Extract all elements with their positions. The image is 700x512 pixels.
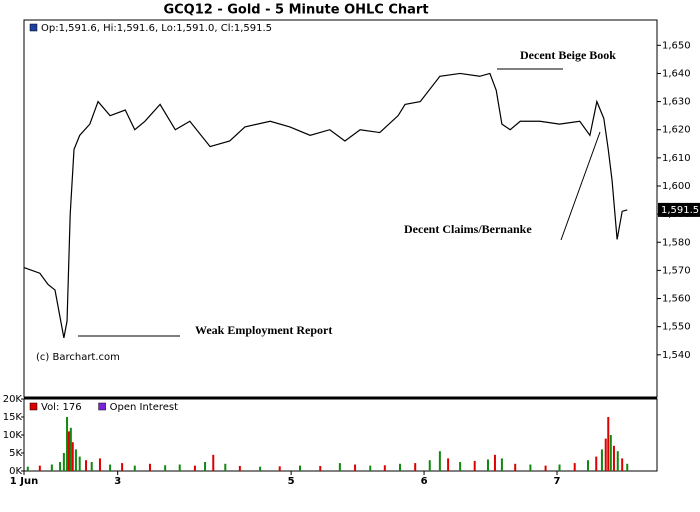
volume-bar <box>259 466 262 471</box>
volume-bar <box>85 460 88 471</box>
volume-bar <box>459 462 462 471</box>
volume-bar <box>626 463 629 471</box>
volume-bar <box>224 463 227 471</box>
volume-bar <box>98 458 101 471</box>
x-tick-label: 3 <box>114 476 121 487</box>
volume-bar <box>529 464 532 471</box>
volume-bar <box>67 431 70 471</box>
volume-bar <box>558 464 561 471</box>
annotation: Decent Claims/Bernanke <box>404 222 532 236</box>
y-tick-label: 1,620 <box>662 125 691 136</box>
volume-bar <box>604 438 607 471</box>
legend-label: Open Interest <box>110 402 179 413</box>
volume-bar <box>62 453 65 471</box>
y-tick-label: 0K <box>9 466 22 477</box>
volume-bar <box>212 454 215 471</box>
volume-bar <box>133 465 136 471</box>
y-tick-label: 1,560 <box>662 294 691 305</box>
volume-bar <box>438 451 441 471</box>
volume-bar <box>600 449 603 471</box>
volume-bar <box>59 462 62 471</box>
volume-bar <box>428 460 431 471</box>
volume-bar <box>607 417 610 471</box>
y-tick-label: 1,540 <box>662 350 691 361</box>
annotation: Weak Employment Report <box>195 323 332 337</box>
y-tick-label: 10K <box>3 430 23 441</box>
volume-bar <box>369 465 372 471</box>
annotation: Decent Beige Book <box>520 48 616 62</box>
price-line <box>23 72 628 339</box>
volume-bar <box>573 463 576 471</box>
volume-bar <box>399 463 402 471</box>
y-tick-label: 5K <box>9 448 22 459</box>
volume-bar <box>587 460 590 471</box>
volume-bar <box>298 465 301 471</box>
y-tick-label: 1,650 <box>662 40 691 51</box>
y-tick-label: 1,630 <box>662 97 691 108</box>
y-tick-label: 1,600 <box>662 181 691 192</box>
y-tick-label: 1,570 <box>662 265 691 276</box>
volume-bar <box>493 454 496 471</box>
volume-bar <box>66 417 69 471</box>
volume-bar <box>26 466 29 471</box>
volume-bar <box>544 465 547 471</box>
y-tick-label: 1,610 <box>662 153 691 164</box>
volume-bar <box>514 463 517 471</box>
y-tick-label: 20K <box>3 394 23 405</box>
volume-bar <box>164 465 167 471</box>
x-tick-label: 7 <box>554 476 561 487</box>
volume-bar <box>109 464 112 471</box>
volume-bar <box>71 442 74 471</box>
volume-bar <box>148 463 151 471</box>
volume-bar <box>90 462 93 471</box>
volume-bar <box>319 465 322 471</box>
volume-bar <box>204 462 207 471</box>
legend-swatch <box>98 402 106 411</box>
last-price-box <box>658 202 700 217</box>
volume-bar <box>38 465 41 471</box>
volume-bar <box>616 451 619 471</box>
y-tick-label: 1,580 <box>662 237 691 248</box>
y-tick-label: 15K <box>3 412 23 423</box>
volume-bar <box>278 466 281 471</box>
volume-bar <box>612 445 615 471</box>
volume-bar <box>338 463 341 471</box>
volume-bar <box>238 465 241 471</box>
volume-bar <box>354 464 357 471</box>
volume-bar <box>178 464 181 471</box>
volume-bar <box>193 465 196 471</box>
volume-bar <box>50 464 53 471</box>
volume-bar <box>447 458 450 471</box>
volume-bar <box>414 463 417 471</box>
volume-bar <box>69 427 72 471</box>
x-tick-label: 1 Jun <box>10 476 38 487</box>
credit: (c) Barchart.com <box>36 352 120 363</box>
annotation-line <box>560 131 601 241</box>
legend-label: Vol: 176 <box>41 402 82 413</box>
y-tick-label: 1,640 <box>662 68 691 79</box>
volume-bar <box>121 463 124 471</box>
legend-label: Op:1,591.6, Hi:1,591.6, Lo:1,591.0, Cl:1… <box>41 23 272 34</box>
volume-bar <box>74 449 77 471</box>
volume-bar <box>486 459 489 471</box>
volume-bar <box>78 456 81 471</box>
volume-bar <box>473 460 476 471</box>
volume-bar <box>383 465 386 471</box>
x-tick-label: 6 <box>421 476 428 487</box>
volume-bar <box>595 456 598 471</box>
y-tick-label: 1,550 <box>662 322 691 333</box>
volume-bar <box>500 458 503 471</box>
chart-title: GCQ12 - Gold - 5 Minute OHLC Chart <box>163 3 428 18</box>
volume-bar <box>621 458 624 471</box>
volume-bar <box>609 435 612 471</box>
legend-swatch <box>29 402 38 411</box>
legend-swatch <box>29 23 38 32</box>
last-price-label: 1,591.5 <box>661 205 699 216</box>
x-tick-label: 5 <box>288 476 295 487</box>
